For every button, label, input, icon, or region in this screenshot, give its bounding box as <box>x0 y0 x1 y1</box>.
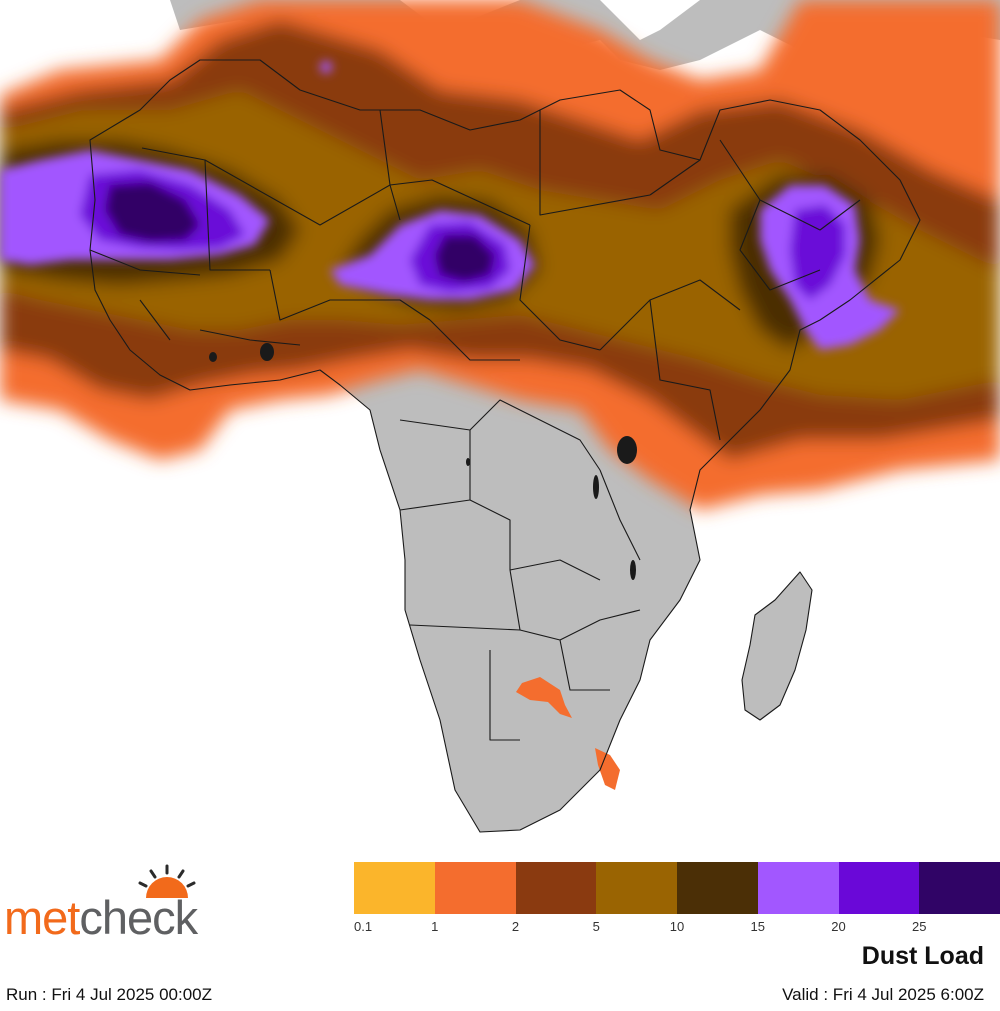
legend-tick-label: 15 <box>750 919 765 934</box>
legend-swatch <box>596 862 678 914</box>
logo-text: metcheck <box>4 890 198 945</box>
legend-tick-labels: 0.1 1 2 5 10 15 20 25 <box>354 919 1000 935</box>
legend-swatch <box>757 862 839 914</box>
legend-swatch <box>838 862 920 914</box>
run-time: Run : Fri 4 Jul 2025 00:00Z <box>6 985 213 1004</box>
valid-time: Valid : Fri 4 Jul 2025 6:00Z <box>782 985 984 1004</box>
legend-tick-label: 25 <box>912 919 927 934</box>
logo-text-met: met <box>4 891 80 944</box>
legend-swatch <box>677 862 759 914</box>
color-legend <box>354 862 1000 914</box>
legend-swatch <box>354 862 436 914</box>
logo-text-check: check <box>79 891 198 944</box>
legend-swatch <box>434 862 516 914</box>
metcheck-logo: metcheck <box>4 862 234 945</box>
legend-swatch <box>919 862 1000 914</box>
product-title: Dust Load <box>861 942 984 970</box>
dust-load-map <box>0 0 1000 833</box>
legend-tick-label: 5 <box>592 919 600 934</box>
borders <box>89 59 921 833</box>
legend-tick-label: 10 <box>669 919 685 934</box>
legend-tick-label: 20 <box>831 919 846 934</box>
sun-logo-icon <box>138 864 196 898</box>
legend-tick-label: 1 <box>431 919 439 934</box>
lakes <box>209 343 637 580</box>
legend-tick-label: 2 <box>511 919 520 934</box>
legend-swatch <box>515 862 597 914</box>
legend-tick-label: 0.1 <box>354 919 373 934</box>
dust-field <box>0 0 1000 790</box>
